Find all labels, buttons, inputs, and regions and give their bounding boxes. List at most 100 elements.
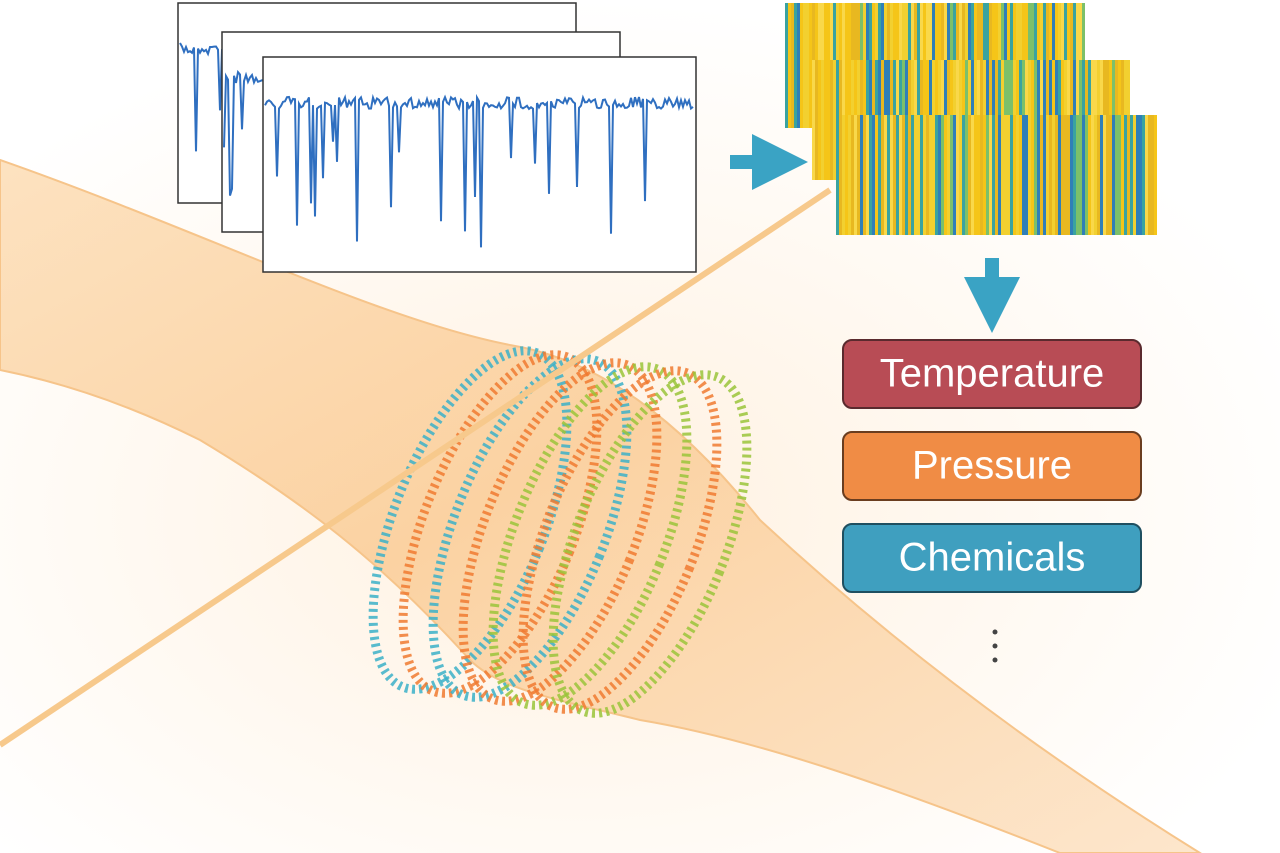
spectrogram-stripe — [989, 115, 992, 235]
spectrogram-stripe — [1094, 115, 1097, 235]
spectrogram-stripe — [842, 115, 845, 235]
grating-ring — [518, 366, 722, 714]
spectrogram-stripe — [1037, 115, 1040, 235]
spectrograms — [785, 3, 1157, 235]
spectrogram-stripe — [1154, 115, 1157, 235]
spectrogram-stripe — [809, 3, 812, 128]
tapered-fiber — [0, 158, 1202, 853]
output-label: Pressure — [912, 444, 1072, 488]
spectrogram-stripe — [893, 115, 896, 235]
spectrogram-stripe — [1130, 115, 1133, 235]
spectrogram-stripe — [1055, 115, 1058, 235]
spectrogram-stripe — [905, 115, 908, 235]
spectrogram-stripe — [1031, 115, 1034, 235]
spectrogram-stripe — [1019, 115, 1022, 235]
spectrogram-stripe — [1133, 115, 1136, 235]
grating-rings — [368, 346, 752, 718]
output-label: Temperature — [880, 352, 1105, 396]
spectrogram-stripe — [1106, 115, 1109, 235]
spectrogram-stripe — [1127, 115, 1130, 235]
spectrogram-stripe — [1124, 115, 1127, 235]
spectrogram-stripe — [986, 115, 989, 235]
spectrogram-stripe — [1064, 115, 1067, 235]
output-box — [842, 431, 1142, 501]
fiber-line — [0, 187, 832, 748]
spectrogram-stripe — [812, 60, 815, 180]
spectrogram-stripe — [1034, 115, 1037, 235]
grating-ring — [548, 370, 752, 718]
spectrogram-stripe — [1058, 115, 1061, 235]
spectrogram-stripe — [956, 115, 959, 235]
spectrogram-stripe — [947, 115, 950, 235]
output-box — [842, 523, 1142, 593]
spectrogram-stripe — [884, 115, 887, 235]
spectrogram-stripe — [920, 115, 923, 235]
spectrogram-stripe — [1097, 115, 1100, 235]
spectrogram-stripe — [1040, 115, 1043, 235]
spectrogram-stripe — [1013, 115, 1016, 235]
spectrogram-stripe — [941, 115, 944, 235]
spectrogram-stripe — [1148, 115, 1151, 235]
grating-ring — [488, 362, 692, 710]
spectrogram-stripe — [1049, 115, 1052, 235]
spectrogram-stripe — [1079, 115, 1082, 235]
spectrogram-stripe — [1073, 115, 1076, 235]
spectrogram-stripe — [833, 60, 836, 180]
spectrogram-stripe — [1115, 115, 1118, 235]
spectrogram-stripe — [800, 3, 803, 128]
spectrogram-stripe — [821, 60, 824, 180]
spectrogram-stripe — [878, 115, 881, 235]
spectrogram-stripe — [848, 115, 851, 235]
spectrogram-stripe — [875, 115, 878, 235]
spectrogram-stripe — [968, 115, 971, 235]
spectrogram-stripe — [827, 60, 830, 180]
spectrogram-stripe — [995, 115, 998, 235]
spectrogram-stripe — [902, 115, 905, 235]
spectrum-line — [264, 93, 694, 248]
spectrogram-stripe — [1076, 115, 1079, 235]
grating-ring — [428, 354, 632, 702]
spectrogram-stripe — [1085, 115, 1088, 235]
spectrogram-stripe — [1004, 115, 1007, 235]
spectrogram-stripe — [914, 115, 917, 235]
spectrogram-stripe — [1061, 115, 1064, 235]
spectrogram-stripe — [1067, 115, 1070, 235]
spectrogram-stripe — [887, 115, 890, 235]
spectrogram-stripe — [1091, 115, 1094, 235]
spectrogram-stripe — [908, 115, 911, 235]
spectrogram-stripe — [1121, 115, 1124, 235]
spectrogram-stripe — [824, 60, 827, 180]
spectrogram-stripe — [926, 115, 929, 235]
spectrogram-stripe — [1151, 115, 1154, 235]
spectrogram-stripe — [983, 115, 986, 235]
spectrogram-stripe — [794, 3, 797, 128]
spectra — [177, 2, 697, 273]
spectrogram-stripe — [923, 115, 926, 235]
spectrogram-stripe — [785, 3, 788, 128]
spectrogram-stripe — [836, 115, 839, 235]
spectrogram-stripe — [881, 115, 884, 235]
spectrogram-stripe — [872, 115, 875, 235]
spectrogram-stripe — [992, 115, 995, 235]
spectrogram-stripe — [1016, 115, 1019, 235]
spectrogram-stripe — [1007, 115, 1010, 235]
spectrogram-stripe — [803, 3, 806, 128]
spectrogram-stripe — [806, 3, 809, 128]
spectrogram-stripe — [845, 115, 848, 235]
spectrogram-stripe — [1001, 115, 1004, 235]
spectrogram-stripe — [1100, 115, 1103, 235]
spectrogram-stripe — [857, 115, 860, 235]
spectrogram-stripe — [1103, 115, 1106, 235]
spectrogram-stripe — [791, 3, 794, 128]
spectrogram-stripe — [1109, 115, 1112, 235]
spectrogram-stripe — [953, 115, 956, 235]
spectrogram-stripe — [1082, 115, 1085, 235]
spectrogram-stripe — [1046, 115, 1049, 235]
spectrogram-stripe — [965, 115, 968, 235]
spectrogram-stripe — [830, 60, 833, 180]
spectrogram-stripe — [1142, 115, 1145, 235]
spectrogram-stripe — [980, 115, 983, 235]
spectrogram-stripe — [1028, 115, 1031, 235]
spectrogram-stripe — [1088, 115, 1091, 235]
